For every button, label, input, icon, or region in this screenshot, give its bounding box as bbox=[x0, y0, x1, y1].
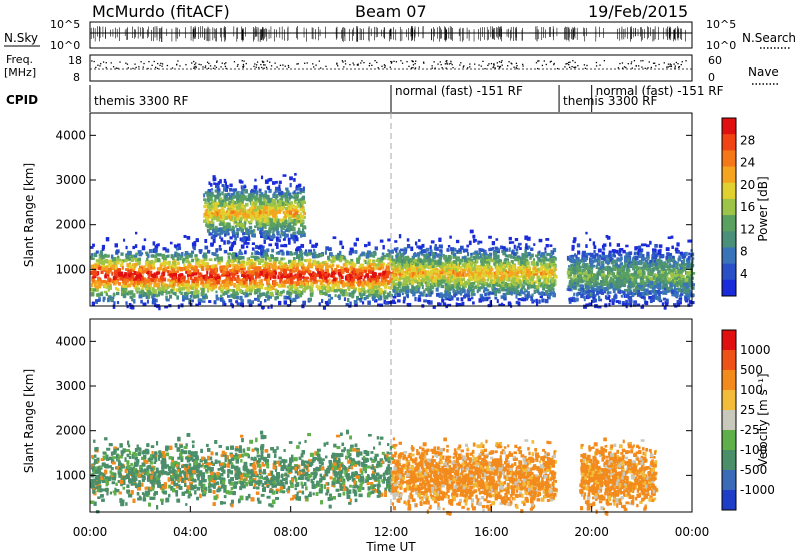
colorbar-tick-label: 25 bbox=[740, 403, 755, 417]
station-title: McMurdo (fitACF) bbox=[92, 2, 230, 21]
colorbar-tick-label: 16 bbox=[740, 200, 755, 214]
nsky-label: N.Sky bbox=[4, 31, 38, 45]
x-tick-label: 04:00 bbox=[173, 525, 208, 539]
colorbar-swatch bbox=[722, 370, 736, 391]
y-tick-label: 3000 bbox=[55, 379, 86, 393]
freq-tick-bottom: 8 bbox=[73, 71, 80, 84]
colorbar-tick-label: 28 bbox=[740, 133, 755, 147]
nsearch-label: N.Search bbox=[742, 31, 796, 45]
nsearch-tick-top: 10^5 bbox=[706, 18, 736, 31]
y-tick-label: 3000 bbox=[55, 173, 86, 187]
colorbar-swatch bbox=[722, 231, 736, 248]
y-tick-label: 1000 bbox=[55, 262, 86, 276]
colorbar-swatch bbox=[722, 215, 736, 232]
velocity-ylabel: Slant Range [km] bbox=[22, 369, 36, 473]
power-panel: 1000 2000 3000 4000 Slant Range [km] bbox=[22, 112, 696, 311]
colorbar-tick-label: 20 bbox=[740, 178, 755, 192]
colorbar-tick-label: -100 bbox=[740, 443, 767, 457]
colorbar-swatch bbox=[722, 182, 736, 200]
y-tick-label: 4000 bbox=[55, 128, 86, 142]
cpid-label: CPID bbox=[6, 93, 38, 107]
colorbar-swatch bbox=[722, 279, 736, 297]
colorbar-tick-label: 8 bbox=[740, 245, 748, 259]
nsky-strip bbox=[89, 21, 693, 49]
freq-label-2: [MHz] bbox=[4, 66, 36, 79]
velocity-colorbar: 1000 500 100 25 -25 -100 -500 -1000 bbox=[721, 329, 775, 511]
colorbar-swatch bbox=[722, 166, 736, 184]
y-tick-label: 2000 bbox=[55, 424, 86, 438]
velocity-colorbar-label: Velocity [m s⁻¹] bbox=[756, 373, 770, 466]
velocity-echoes bbox=[90, 429, 659, 516]
date-title: 19/Feb/2015 bbox=[588, 2, 688, 21]
nave-tick-bottom: 0 bbox=[708, 71, 715, 84]
colorbar-swatch bbox=[722, 198, 736, 216]
cpid-segment-label: normal (fast) -151 RF bbox=[395, 84, 523, 98]
y-tick-label: 2000 bbox=[55, 218, 86, 232]
colorbar-tick-label: -500 bbox=[740, 463, 767, 477]
strip-traces bbox=[90, 26, 692, 70]
power-echoes bbox=[90, 172, 696, 311]
colorbar-tick-label: 1000 bbox=[740, 343, 771, 357]
cpid-segment-label: normal (fast) -151 RF bbox=[596, 84, 724, 98]
cpid-segment-label: themis 3300 RF bbox=[563, 94, 657, 108]
power-colorbar-label: Power [dB] bbox=[756, 176, 770, 241]
nave-tick-top: 60 bbox=[708, 54, 722, 67]
velocity-panel: 1000 2000 3000 4000 Slant Range [km] bbox=[22, 318, 693, 516]
y-tick-label: 4000 bbox=[55, 334, 86, 348]
colorbar-tick-label: 500 bbox=[740, 363, 763, 377]
colorbar-tick-label: 100 bbox=[740, 383, 763, 397]
x-tick-label: 20:00 bbox=[574, 525, 609, 539]
x-tick-label: 12:00 bbox=[374, 525, 409, 539]
x-tick-label: 00:00 bbox=[73, 525, 108, 539]
colorbar-swatch bbox=[722, 450, 736, 471]
colorbar-swatch bbox=[722, 490, 736, 511]
freq-strip bbox=[89, 54, 693, 82]
x-tick-label: 08:00 bbox=[273, 525, 308, 539]
colorbar-swatch bbox=[722, 247, 736, 265]
nsearch-tick-bottom: 10^0 bbox=[706, 39, 736, 52]
colorbar-swatch bbox=[722, 430, 736, 451]
colorbar-tick-label: 4 bbox=[740, 267, 748, 281]
colorbar-swatch bbox=[722, 390, 736, 411]
colorbar-swatch bbox=[722, 470, 736, 491]
x-tick-label: 16:00 bbox=[474, 525, 509, 539]
colorbar-swatch bbox=[722, 118, 736, 135]
power-ylabel: Slant Range [km] bbox=[22, 163, 36, 267]
freq-label-1: Freq. bbox=[6, 53, 33, 66]
nsky-tick-bottom: 10^0 bbox=[50, 39, 80, 52]
colorbar-swatch bbox=[722, 263, 736, 281]
x-tick-label: 00:00 bbox=[675, 525, 710, 539]
colorbar-swatch bbox=[722, 134, 736, 151]
colorbar-tick-label: 12 bbox=[740, 222, 755, 236]
colorbar-swatch bbox=[722, 410, 736, 431]
y-tick-label: 1000 bbox=[55, 468, 86, 482]
nsky-tick-top: 10^5 bbox=[50, 18, 80, 31]
colorbar-swatch bbox=[722, 150, 736, 168]
beam-title: Beam 07 bbox=[355, 2, 427, 21]
time-axis: 00:00 04:00 08:00 12:00 16:00 20:00 00:00 bbox=[73, 300, 710, 539]
colorbar-tick-label: -1000 bbox=[740, 483, 775, 497]
colorbar-swatch bbox=[722, 330, 736, 351]
colorbar-swatch bbox=[722, 350, 736, 371]
colorbar-tick-label: -25 bbox=[740, 423, 760, 437]
colorbar-tick-label: 24 bbox=[740, 156, 755, 170]
time-axis-label: Time UT bbox=[365, 540, 416, 554]
cpid-segment-label: themis 3300 RF bbox=[94, 94, 188, 108]
nave-label: Nave bbox=[748, 65, 779, 79]
freq-tick-top: 18 bbox=[68, 54, 82, 67]
power-colorbar: 4 8 12 16 20 24 28 bbox=[721, 117, 755, 297]
